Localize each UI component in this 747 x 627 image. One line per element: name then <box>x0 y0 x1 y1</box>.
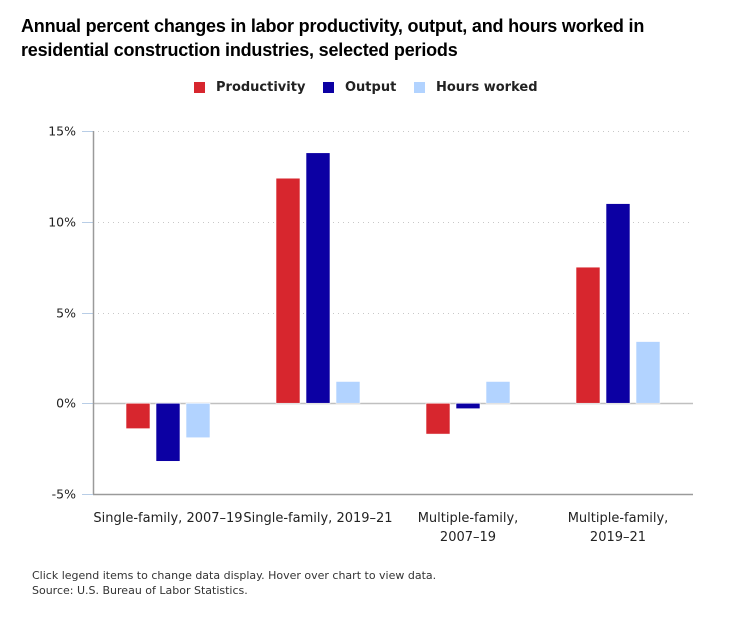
chart-title: Annual percent changes in labor producti… <box>21 16 645 60</box>
x-category-label: 2019–21 <box>590 530 646 545</box>
x-category-label: 2007–19 <box>440 530 496 545</box>
y-tick-label: -5% <box>52 487 76 502</box>
legend-swatch-output <box>323 81 334 93</box>
gridlines <box>93 131 693 405</box>
x-axis: Single-family, 2007–19 Single-family, 201… <box>93 493 693 545</box>
bar-output <box>305 152 331 404</box>
bar-productivity <box>425 402 451 435</box>
x-category-label: Single-family, 2019–21 <box>243 511 392 526</box>
bar-productivity <box>575 266 601 404</box>
bar-productivity <box>275 177 301 404</box>
y-axis: -5% 0% 5% 10% 15% <box>48 124 95 502</box>
bar-hours-worked <box>185 402 211 439</box>
bar-hours-worked <box>635 341 661 404</box>
bar-output <box>455 402 481 409</box>
legend-label: Productivity <box>216 79 306 95</box>
instructions-note: Click legend items to change data displa… <box>32 569 437 582</box>
bar-hours-worked <box>485 381 511 404</box>
legend-item-productivity[interactable]: Productivity <box>194 77 305 97</box>
legend-label: Output <box>345 79 397 95</box>
footnote: Click legend items to change data displa… <box>32 568 436 598</box>
bars <box>125 152 661 462</box>
y-tick-label: 5% <box>56 306 76 321</box>
source-note: Source: U.S. Bureau of Labor Statistics. <box>32 584 248 597</box>
legend-item-hours-worked[interactable]: Hours worked <box>414 77 538 97</box>
y-tick-label: 10% <box>48 215 76 230</box>
bar-hours-worked <box>335 381 361 404</box>
legend-label: Hours worked <box>436 79 538 95</box>
bar-output <box>155 402 181 462</box>
legend-item-output[interactable]: Output <box>323 77 396 97</box>
bar-productivity <box>125 402 151 429</box>
legend: Productivity Output Hours worked <box>0 77 747 97</box>
x-category-label: Multiple-family, <box>418 511 519 526</box>
y-tick-label: 15% <box>48 124 76 139</box>
x-category-label: Multiple-family, <box>568 511 669 526</box>
bar-output <box>605 203 631 404</box>
legend-swatch-hours-worked <box>414 81 425 93</box>
x-category-label: Single-family, 2007–19 <box>93 511 242 526</box>
legend-swatch-productivity <box>194 81 205 93</box>
y-tick-label: 0% <box>56 396 76 411</box>
